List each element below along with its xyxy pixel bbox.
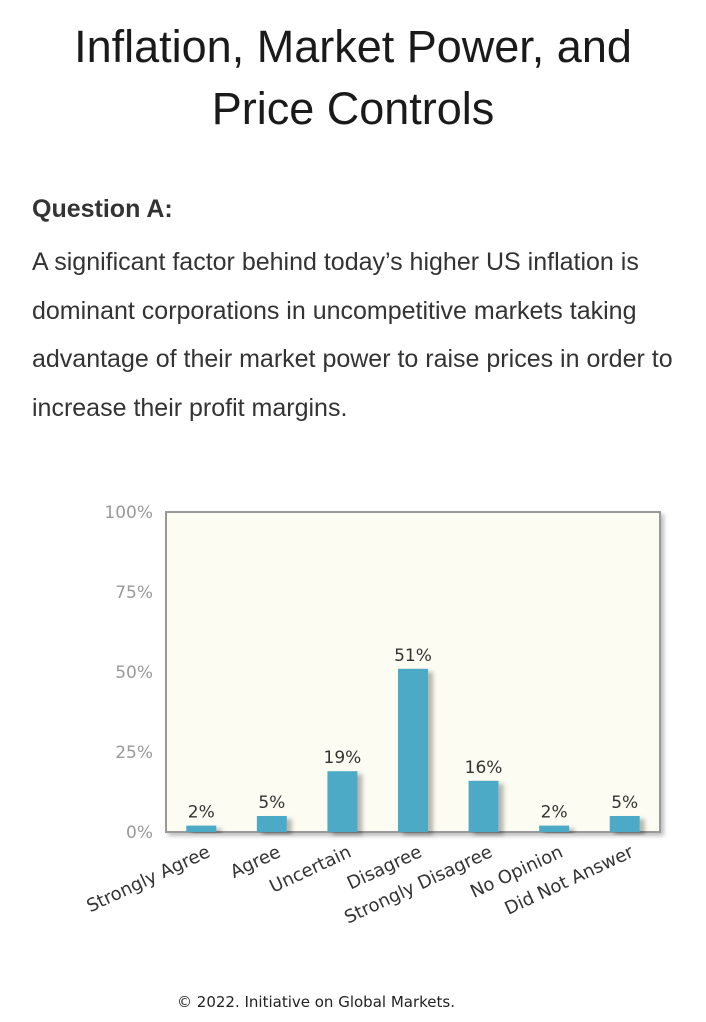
- question-text: A significant factor behind today’s high…: [32, 248, 673, 422]
- bar-value-label: 51%: [394, 646, 432, 666]
- bar: [256, 816, 287, 832]
- y-tick-label: 25%: [115, 743, 153, 763]
- bar: [609, 816, 640, 832]
- bar: [186, 825, 217, 832]
- y-tick-label: 50%: [115, 663, 153, 683]
- survey-bar-chart: 0% 25% 50% 75% 100% 2% 5% 19% 51% 16% 2% 5% Strong…: [83, 503, 661, 928]
- x-tick-label: Strongly Agree: [83, 841, 213, 916]
- bar: [327, 771, 358, 832]
- question-label: Question A:: [32, 195, 173, 223]
- bar-value-label: 19%: [324, 748, 362, 768]
- x-tick-label: Uncertain: [266, 841, 354, 897]
- bar-value-label: 2%: [188, 803, 215, 823]
- y-tick-label: 0%: [126, 823, 153, 843]
- bar-value-label: 16%: [465, 758, 503, 778]
- bar: [539, 825, 570, 832]
- bar: [398, 668, 428, 832]
- bar-value-label: 5%: [258, 793, 285, 813]
- bar: [468, 780, 499, 832]
- copyright-notice: © 2022. Initiative on Global Markets.: [177, 993, 455, 1011]
- page-title: Inflation, Market Power, and Price Contr…: [74, 21, 632, 134]
- y-tick-label: 100%: [104, 503, 153, 523]
- y-tick-label: 75%: [115, 583, 153, 603]
- bar-value-label: 2%: [541, 803, 568, 823]
- bar-value-label: 5%: [611, 793, 638, 813]
